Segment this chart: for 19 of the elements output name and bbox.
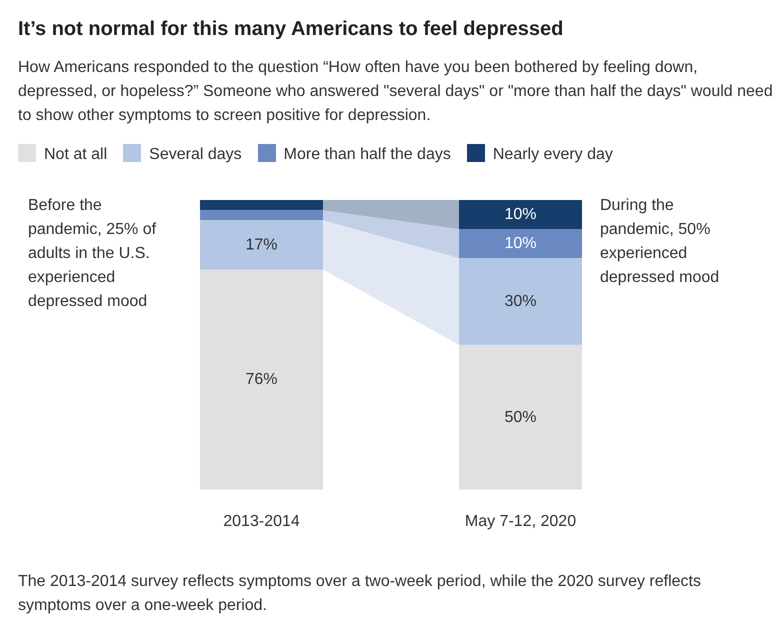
annotation: During the pandemic, 50% experienced depressed mood — [600, 196, 720, 288]
legend-label: Nearly every day — [492, 146, 613, 163]
data-label: 50% — [504, 408, 537, 426]
legend-label: Several days — [149, 146, 242, 163]
x-tick-label: May 7-12, 2020 — [464, 512, 576, 530]
data-label: 76% — [245, 371, 278, 388]
data-label: 17% — [245, 236, 278, 254]
data-label: 10% — [504, 206, 537, 223]
annotation: Before the pandemic, 25% of adults in the U.S. experienced depressed mood — [28, 196, 158, 312]
chart-subtitle: How Americans responded to the question “How often have you been bothered by feeling down, depressed, or hopeless?” Someone who answered "several days" or "more than half the days" would need to show other symptoms to screen positive for depression. — [18, 58, 773, 126]
legend-label: More than half the days — [284, 146, 451, 163]
x-tick-label: 2013-2014 — [223, 512, 300, 530]
data-label: 10% — [504, 234, 537, 252]
bar — [200, 270, 324, 490]
text: The 2013-2014 survey reflects symptoms over a two-week period, while the 2020 survey reflects symptoms over a one-week period. — [18, 572, 702, 616]
bar — [458, 344, 582, 490]
chart-title: It’s not normal for this many Americans to feel depressed — [18, 18, 564, 41]
data-label: 30% — [504, 292, 537, 310]
legend-label: Not at all — [44, 146, 108, 163]
